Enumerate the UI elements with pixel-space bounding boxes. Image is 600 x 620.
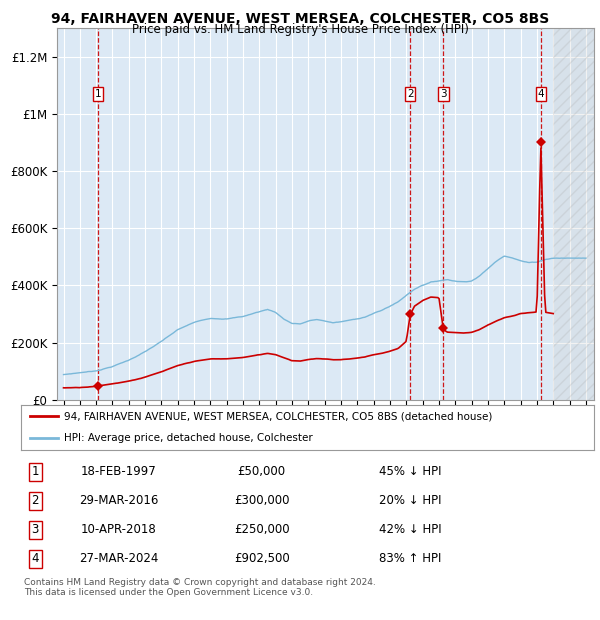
Text: £902,500: £902,500: [234, 552, 290, 565]
Text: 1: 1: [95, 89, 101, 99]
Text: 18-FEB-1997: 18-FEB-1997: [80, 466, 156, 479]
Text: 94, FAIRHAVEN AVENUE, WEST MERSEA, COLCHESTER, CO5 8BS: 94, FAIRHAVEN AVENUE, WEST MERSEA, COLCH…: [51, 12, 549, 27]
Text: 20% ↓ HPI: 20% ↓ HPI: [379, 495, 442, 507]
Text: 45% ↓ HPI: 45% ↓ HPI: [379, 466, 442, 479]
Text: 1: 1: [32, 466, 39, 479]
Text: Contains HM Land Registry data © Crown copyright and database right 2024.
This d: Contains HM Land Registry data © Crown c…: [24, 578, 376, 597]
Text: HPI: Average price, detached house, Colchester: HPI: Average price, detached house, Colc…: [64, 433, 313, 443]
Text: 42% ↓ HPI: 42% ↓ HPI: [379, 523, 442, 536]
Text: 2: 2: [407, 89, 413, 99]
Text: 27-MAR-2024: 27-MAR-2024: [79, 552, 158, 565]
Text: 94, FAIRHAVEN AVENUE, WEST MERSEA, COLCHESTER, CO5 8BS (detached house): 94, FAIRHAVEN AVENUE, WEST MERSEA, COLCH…: [64, 411, 493, 421]
Text: 10-APR-2018: 10-APR-2018: [80, 523, 156, 536]
Text: £250,000: £250,000: [234, 523, 289, 536]
Text: 2: 2: [32, 495, 39, 507]
Text: £50,000: £50,000: [238, 466, 286, 479]
Text: 4: 4: [32, 552, 39, 565]
Text: 3: 3: [32, 523, 39, 536]
Text: Price paid vs. HM Land Registry's House Price Index (HPI): Price paid vs. HM Land Registry's House …: [131, 23, 469, 36]
Text: £300,000: £300,000: [234, 495, 289, 507]
Text: 3: 3: [440, 89, 446, 99]
Text: 29-MAR-2016: 29-MAR-2016: [79, 495, 158, 507]
Bar: [553, 28, 594, 400]
Text: 83% ↑ HPI: 83% ↑ HPI: [379, 552, 442, 565]
Text: 4: 4: [538, 89, 544, 99]
